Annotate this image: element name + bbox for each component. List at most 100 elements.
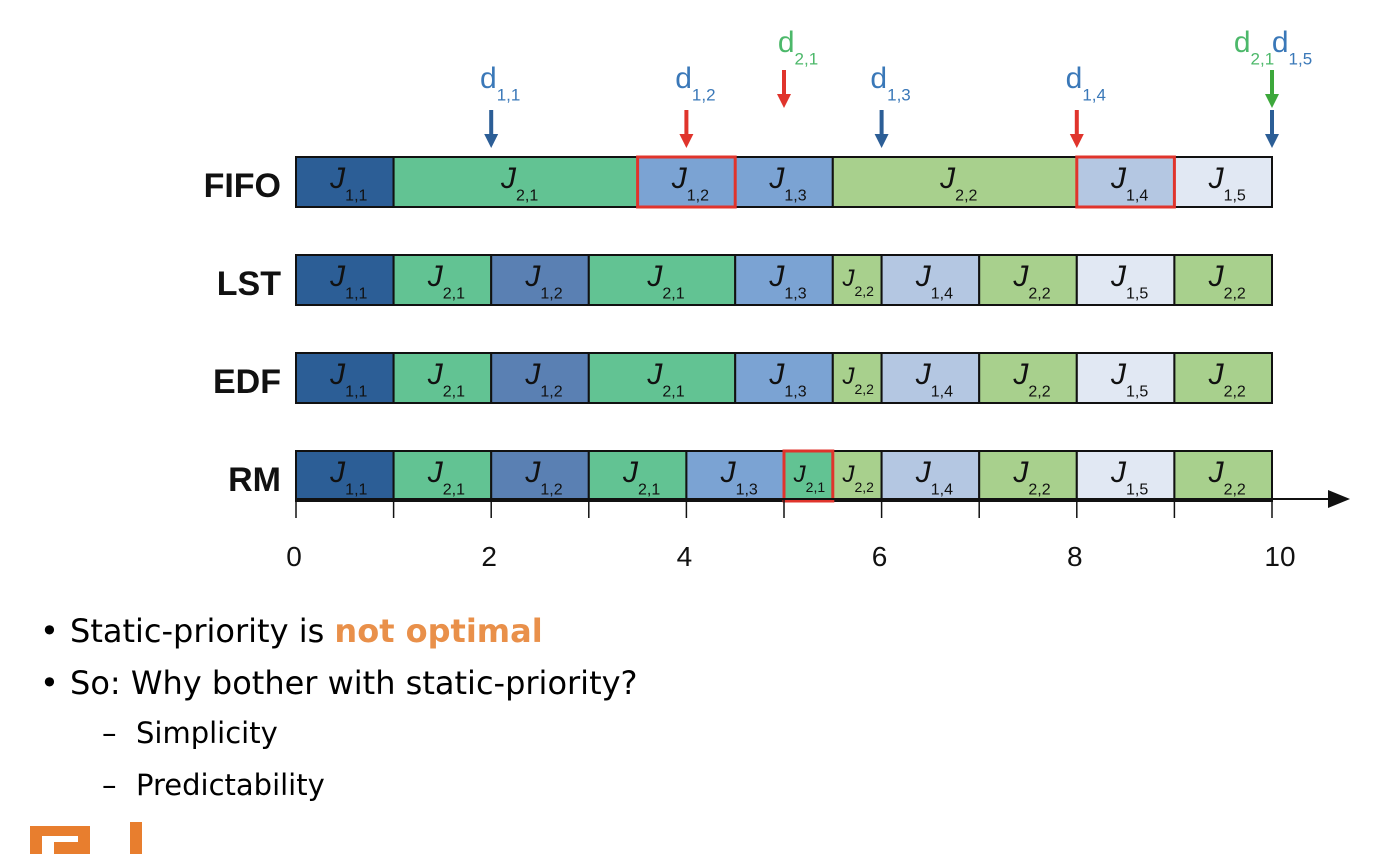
job-segment <box>295 450 395 502</box>
axis-tick-label: 6 <box>872 541 888 572</box>
deadline-arrow-head <box>777 94 791 108</box>
schedule-row-lst: LST <box>217 254 1274 306</box>
deadline-label: d1,1 <box>480 62 520 105</box>
bullet-1-prefix: Static-priority is <box>70 612 335 650</box>
scheduling-diagram: FIFO J1,1 J2,1 J1,2 J1,3 J2,2 J1,4 J1,5 LST J1,1 J… <box>204 26 1350 572</box>
schedule-row-fifo: FIFO <box>204 155 1274 209</box>
job-label: J2,2 <box>1012 358 1050 401</box>
job-segment <box>587 254 737 306</box>
axis-tick-label: 2 <box>481 541 497 572</box>
job-segment <box>490 352 590 404</box>
logo-icon <box>30 822 142 854</box>
job-segment <box>880 352 981 404</box>
axis-tick-label: 10 <box>1264 541 1295 572</box>
job-segment <box>734 156 834 208</box>
dash-marker: – <box>102 716 117 750</box>
job-label: J1,5 <box>1110 260 1148 303</box>
job-segment <box>392 450 493 502</box>
deadline-label: d2,1 <box>778 26 818 69</box>
job-label: J1,1 <box>329 358 367 401</box>
deadline-arrow-head <box>1069 134 1084 148</box>
job-segment <box>880 450 981 502</box>
job-label: J1,1 <box>329 260 367 303</box>
job-label: J2,2 <box>841 265 874 299</box>
job-segment <box>392 352 493 404</box>
job-segment <box>587 450 688 502</box>
job-segment <box>1173 352 1274 404</box>
job-label: J2,2 <box>841 461 874 495</box>
job-label: J1,2 <box>524 260 562 303</box>
highlight-border <box>1075 155 1176 209</box>
job-label: J2,2 <box>1208 260 1246 303</box>
job-segment <box>831 352 883 404</box>
job-segment <box>490 450 590 502</box>
deadline-arrow-head <box>484 134 499 148</box>
job-label: J2,1 <box>622 456 660 499</box>
sub-bullet-1-text: Simplicity <box>136 716 278 750</box>
dash-marker: – <box>102 768 117 802</box>
job-label: J1,2 <box>671 162 709 205</box>
job-label: J1,3 <box>720 456 758 499</box>
job-segment <box>1173 254 1274 306</box>
job-label: J2,2 <box>841 363 874 397</box>
job-segment <box>392 156 639 208</box>
job-label: J2,2 <box>1012 260 1050 303</box>
axis-tick-label: 8 <box>1067 541 1083 572</box>
job-label: J2,2 <box>939 162 977 205</box>
deadline-arrow-head <box>1265 94 1279 108</box>
job-label: J1,2 <box>524 456 562 499</box>
job-label: J1,4 <box>915 358 953 401</box>
sub-bullet-1: – Simplicity <box>40 716 1040 750</box>
bullet-dot: • <box>40 612 59 650</box>
job-label: J1,4 <box>1110 162 1148 205</box>
job-label: J1,3 <box>768 162 806 205</box>
row-label: LST <box>217 265 281 303</box>
bullet-item-2: • So: Why bother with static-priority? <box>40 664 1040 702</box>
job-segment <box>831 156 1078 208</box>
job-label: J1,2 <box>524 358 562 401</box>
job-label: J1,1 <box>329 456 367 499</box>
bullet-1-highlight: not optimal <box>334 612 543 650</box>
row-label: FIFO <box>204 167 281 205</box>
schedule-row-edf: EDF <box>213 352 1274 404</box>
axis-arrow-icon <box>1328 490 1350 508</box>
job-segment <box>636 156 737 208</box>
job-label: J2,1 <box>427 260 465 303</box>
deadline-arrow-head <box>874 134 889 148</box>
bullet-list: • Static-priority is not optimal • So: Why… <box>40 608 1040 820</box>
job-label: J1,3 <box>768 260 806 303</box>
job-label: J2,1 <box>646 260 684 303</box>
job-label: J1,4 <box>915 260 953 303</box>
job-label: J2,1 <box>427 456 465 499</box>
job-segment <box>978 352 1078 404</box>
job-label: J1,1 <box>329 162 367 205</box>
schedule-row-rm: RM <box>228 449 1274 503</box>
job-segment <box>1075 450 1176 502</box>
deadline-label: d1,3 <box>870 62 910 105</box>
job-segment <box>734 352 834 404</box>
job-label: J2,2 <box>1012 456 1050 499</box>
job-segment <box>295 156 395 208</box>
job-label: J2,1 <box>646 358 684 401</box>
job-segment <box>1173 156 1274 208</box>
sub-bullet-2: – Predictability <box>40 768 1040 802</box>
job-label: J1,4 <box>915 456 953 499</box>
deadline-arrow-head <box>1265 134 1279 148</box>
deadline-label: d1,4 <box>1066 62 1106 105</box>
axis-tick-label: 0 <box>286 541 302 572</box>
job-segment <box>295 254 395 306</box>
job-label: J2,2 <box>1208 456 1246 499</box>
highlight-border <box>636 155 737 209</box>
job-label: J1,5 <box>1110 358 1148 401</box>
highlight-border <box>782 449 835 503</box>
job-label: J2,1 <box>793 461 826 495</box>
job-label: J2,2 <box>1208 358 1246 401</box>
job-segment <box>734 254 834 306</box>
deadline-arrow-head <box>679 134 694 148</box>
deadline-label: d1,2 <box>675 62 715 105</box>
job-label: J1,3 <box>768 358 806 401</box>
job-label: J1,5 <box>1208 162 1246 205</box>
bullet-item-1: • Static-priority is not optimal <box>40 612 1040 650</box>
bullet-2-text: So: Why bother with static-priority? <box>70 664 638 702</box>
deadline-label: d2,1 <box>1234 26 1274 69</box>
